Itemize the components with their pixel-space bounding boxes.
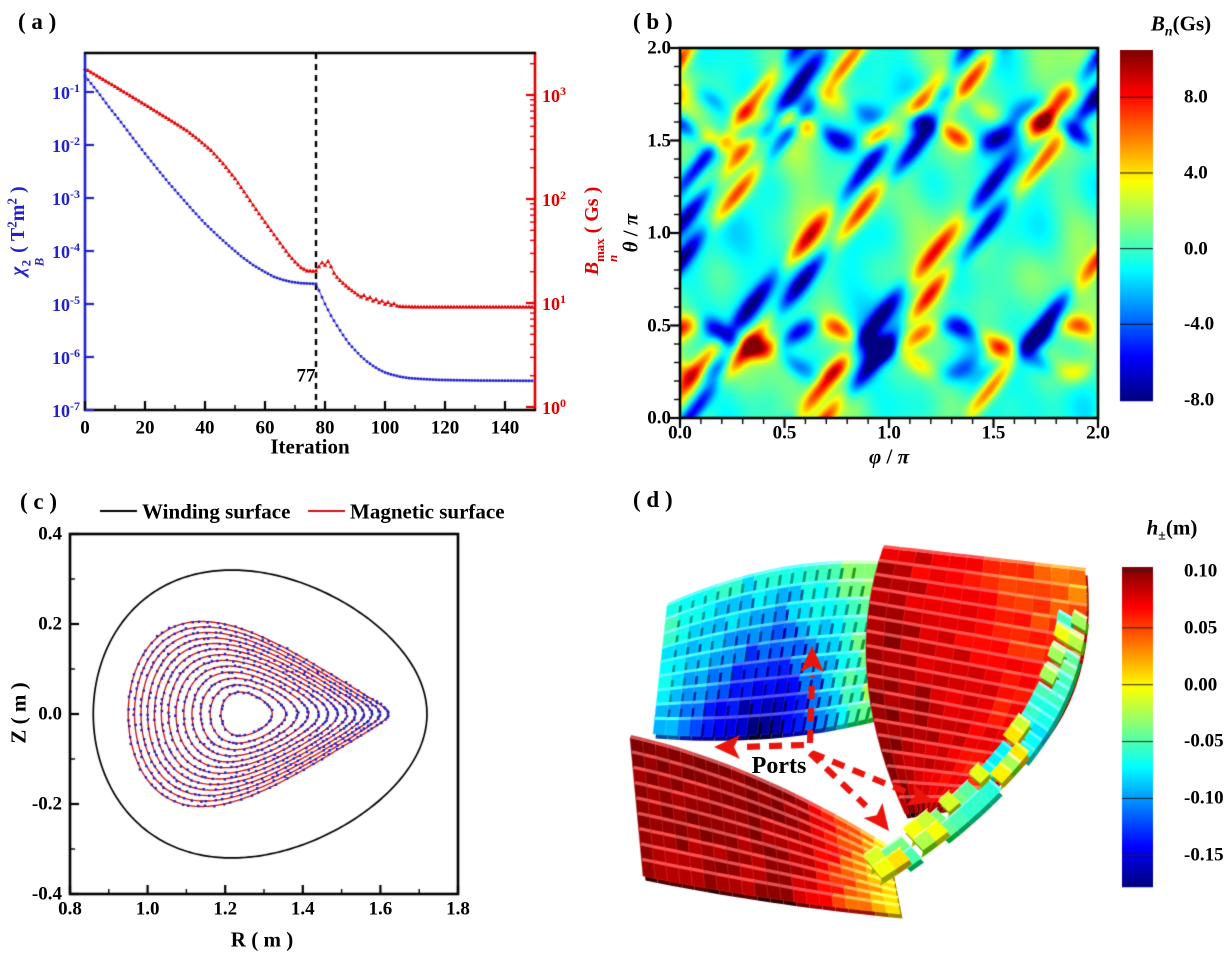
panel-b-label: ( b ) (633, 9, 673, 34)
tick-label: 1.4 (290, 898, 315, 920)
tick-label: 1.5 (647, 130, 671, 151)
tick-label: 140 (490, 417, 520, 439)
tick-label: 60 (255, 417, 275, 439)
tick-label: -0.10 (1184, 787, 1224, 809)
tick-label: 1.0 (135, 898, 160, 920)
tick-label: -0.2 (31, 793, 62, 815)
legend-item-magnetic-surface: Magnetic surface (350, 499, 505, 524)
tick-label: 10-2 (52, 134, 80, 156)
tick-label: 100 (542, 396, 566, 418)
legend-item-winding-surface: Winding surface (142, 499, 291, 524)
panel-c-label: ( c ) (20, 489, 58, 514)
tick-label: 0.00 (1184, 674, 1218, 696)
tick-label: 100 (370, 417, 400, 439)
panel-d-label: ( d ) (633, 487, 673, 512)
panel-b-x-axis-title: φ / π (868, 444, 910, 469)
tick-label: 8.0 (1184, 86, 1208, 108)
tick-label: -0.05 (1184, 730, 1224, 752)
tick-label: 2.0 (1086, 422, 1110, 444)
panel-a-label: ( a ) (18, 9, 57, 34)
tick-label: 1.2 (213, 898, 238, 920)
tick-label: 10-7 (52, 399, 80, 421)
panel-d-colorbar-title: h±(m) (1146, 515, 1198, 543)
tick-label: 1.6 (368, 898, 393, 920)
panel-a-vline-label: 77 (296, 365, 316, 387)
tick-label: -0.4 (31, 883, 62, 905)
tick-label: 1.8 (446, 898, 470, 920)
tick-label: 0.10 (1184, 560, 1218, 582)
tick-label: 10-6 (52, 346, 80, 368)
tick-label: 4.0 (1184, 162, 1208, 184)
tick-label: 20 (135, 417, 155, 439)
tick-label: 0 (80, 417, 90, 439)
panel-b-y-axis-title: θ / π (618, 213, 643, 253)
tick-label: 0.05 (1184, 617, 1218, 639)
tick-label: 0.8 (58, 898, 82, 920)
tick-label: 0.5 (647, 315, 671, 336)
tick-label: 120 (430, 417, 460, 439)
tick-label: 103 (542, 84, 566, 106)
panel-a-x-axis-title: Iteration (270, 434, 350, 459)
panel-c-y-axis-title: Z ( m ) (6, 682, 31, 744)
tick-label: 10-1 (52, 81, 80, 103)
tick-label: 1.0 (647, 222, 671, 244)
tick-label: 1.5 (981, 422, 1006, 444)
tick-label: 2.0 (647, 37, 671, 59)
tick-label: 0.2 (38, 613, 62, 635)
tick-label: 102 (542, 188, 566, 210)
tick-label: 101 (542, 292, 566, 314)
tick-label: 1.0 (877, 422, 901, 444)
tick-label: 40 (195, 417, 215, 439)
tick-label: 0.0 (668, 422, 692, 444)
panel-b-colorbar-title: Bn(Gs) (1150, 11, 1212, 39)
tick-label: -0.15 (1184, 844, 1224, 866)
tick-label: 0.5 (772, 422, 797, 444)
tick-label: 0.0 (1184, 238, 1208, 259)
tick-label: -4.0 (1184, 313, 1215, 335)
panel-c-x-axis-title: R ( m ) (230, 927, 294, 952)
tick-label: 0.4 (38, 523, 62, 545)
tick-label: 10-3 (52, 187, 80, 209)
tick-label: 10-4 (52, 240, 80, 262)
tick-label: 80 (315, 417, 335, 439)
ports-annotation: Ports (751, 753, 807, 779)
tick-label: -8.0 (1184, 389, 1215, 411)
tick-label: 0.0 (38, 703, 62, 725)
tick-label: 0.0 (647, 407, 671, 429)
tick-label: 10-5 (52, 293, 80, 315)
